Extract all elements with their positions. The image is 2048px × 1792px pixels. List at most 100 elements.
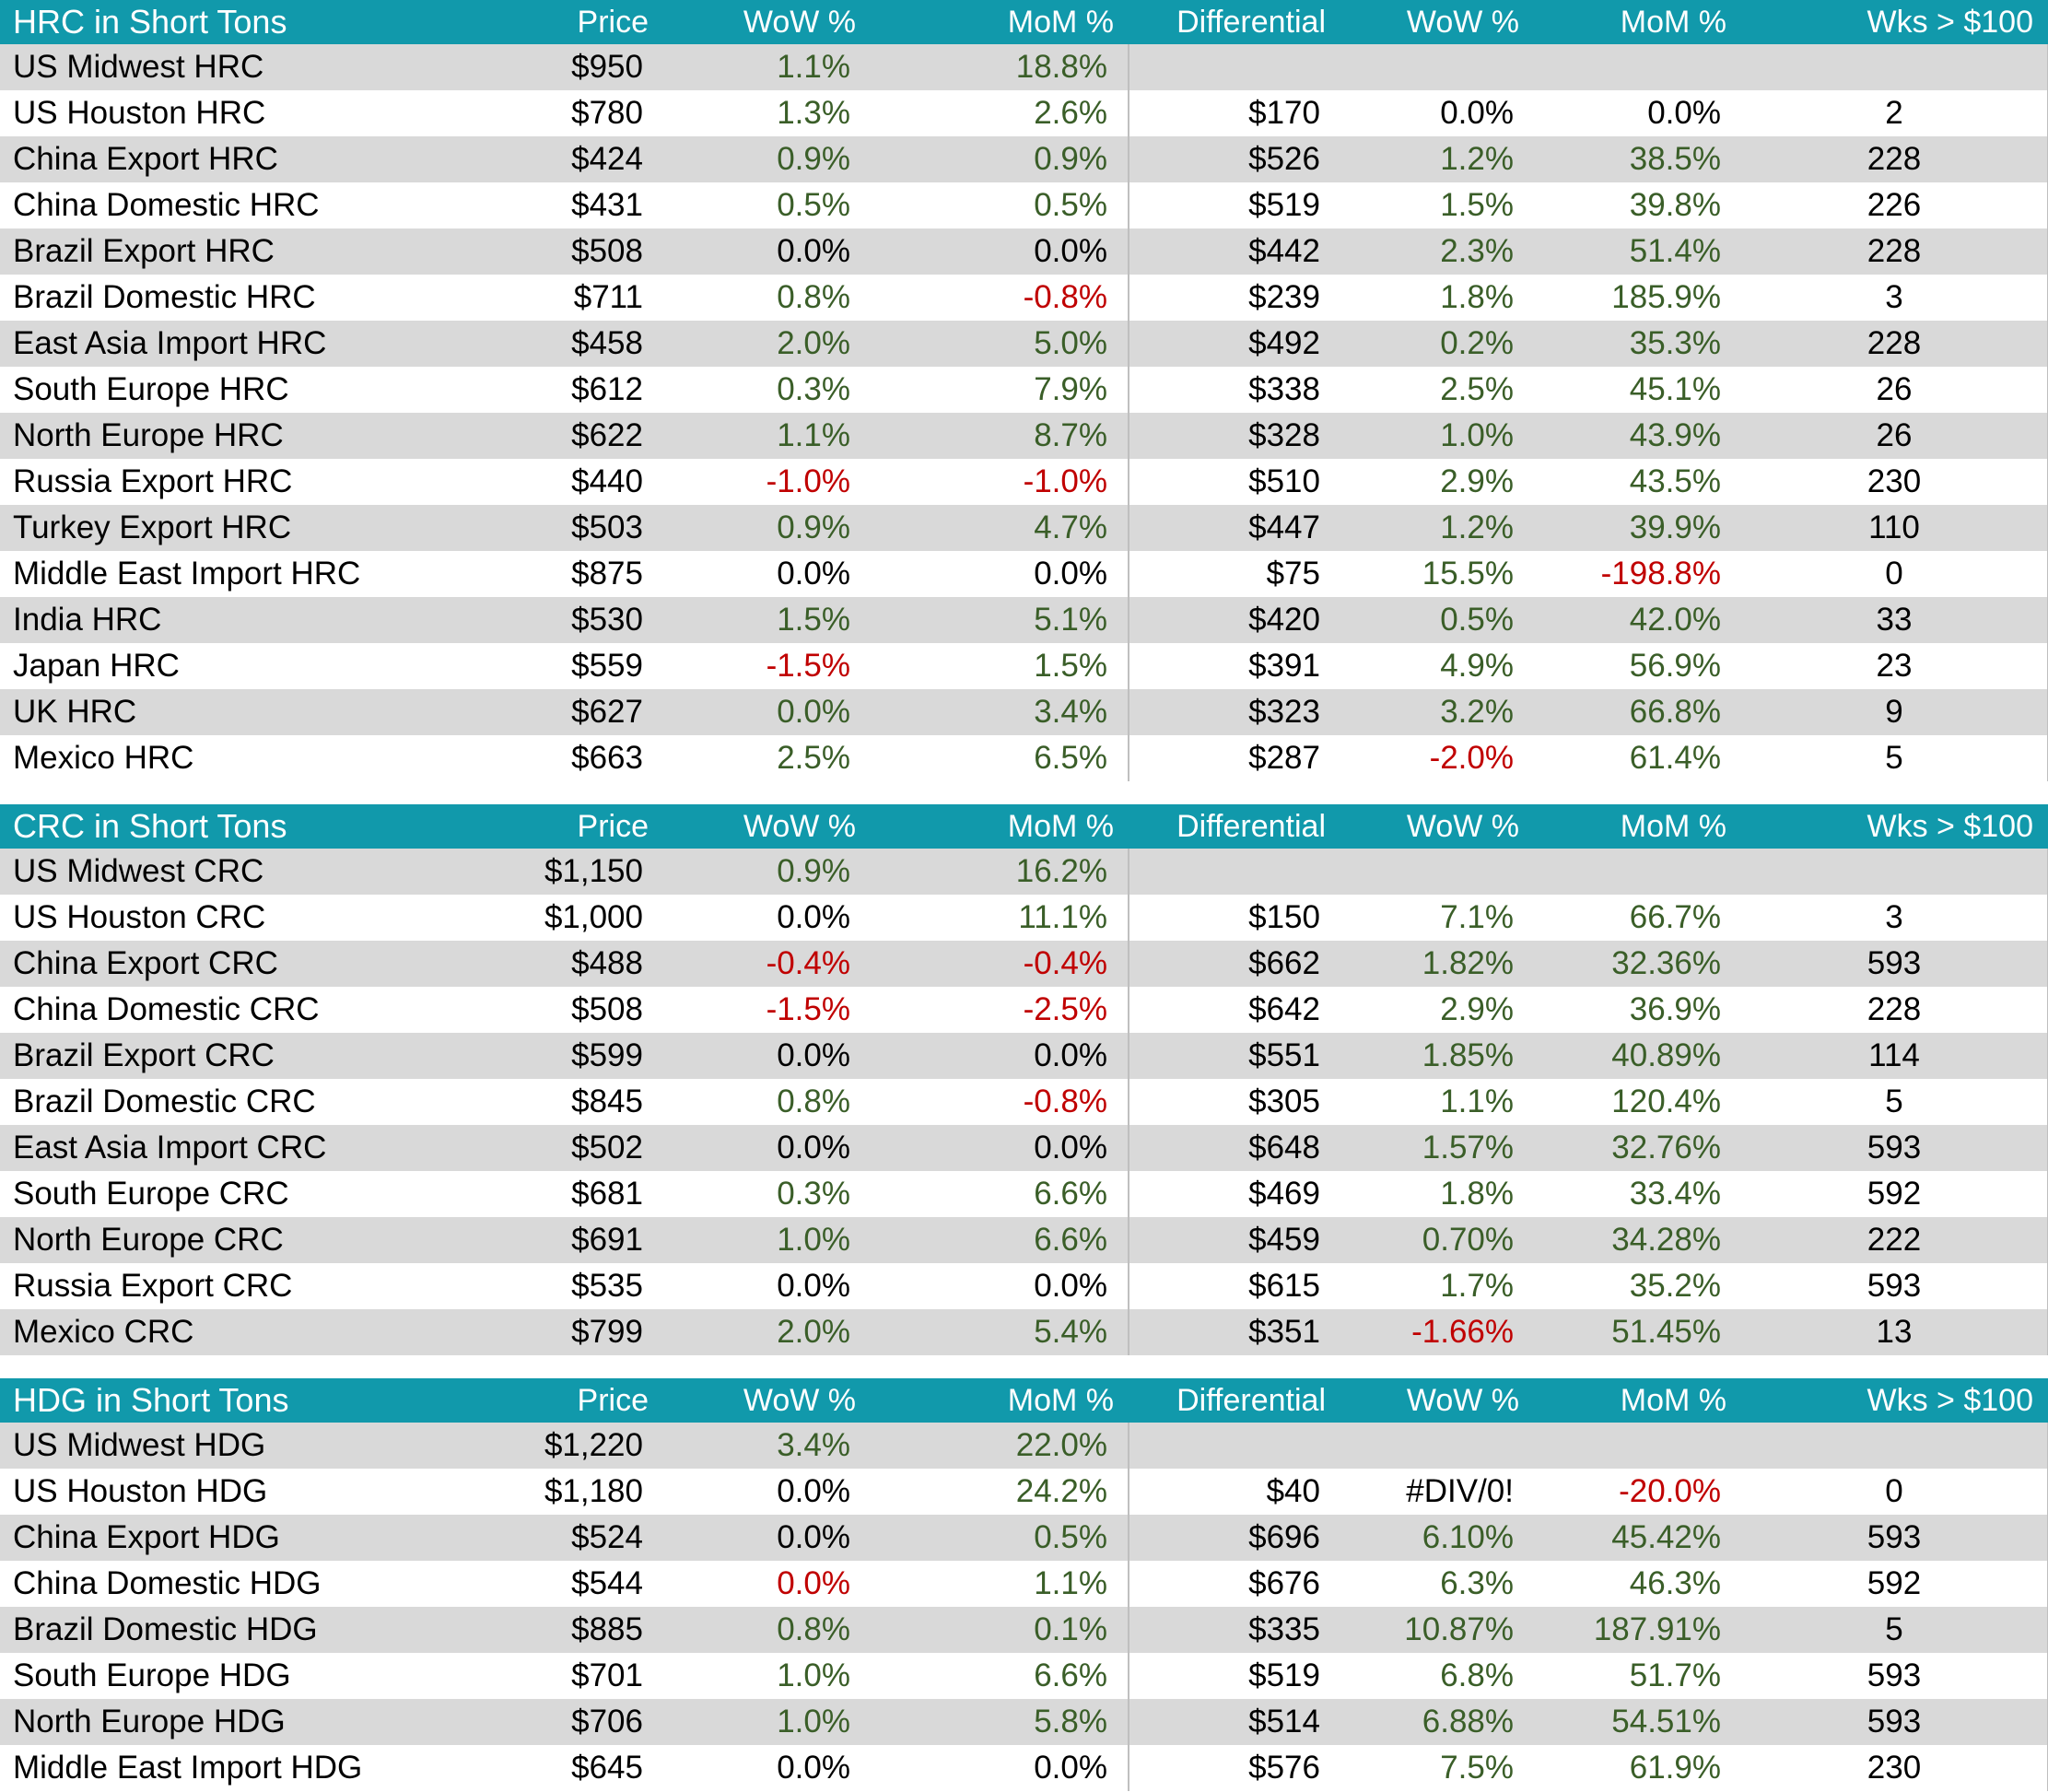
price-cell: $701 <box>516 1653 663 1699</box>
mom-pct-cell: 22.0% <box>871 1423 1129 1469</box>
table-row: China Domestic HRC $431 0.5% 0.5% $519 1.5% 39… <box>0 182 2048 228</box>
mom-pct-cell: 18.8% <box>871 44 1129 90</box>
row-label: Japan HRC <box>0 643 516 689</box>
table-row: Japan HRC $559 -1.5% 1.5% $391 4.9% 56.9% 23 <box>0 643 2048 689</box>
differential-cell: $328 <box>1128 413 1340 459</box>
mom-pct-cell: 0.0% <box>871 551 1129 597</box>
diff-wow-pct-cell: 6.88% <box>1340 1699 1534 1745</box>
table-row: East Asia Import HRC $458 2.0% 5.0% $492 0.2%… <box>0 321 2048 367</box>
differential-cell: $519 <box>1128 182 1340 228</box>
table-row: Middle East Import HRC $875 0.0% 0.0% $75 15.… <box>0 551 2048 597</box>
price-cell: $711 <box>516 275 663 321</box>
diff-wow-pct-cell: 1.8% <box>1340 275 1534 321</box>
row-label: North Europe HDG <box>0 1699 516 1745</box>
diff-mom-pct-cell: 66.7% <box>1534 895 1741 941</box>
weeks-over-100-cell: 593 <box>1741 1699 2048 1745</box>
mom-pct-cell: -2.5% <box>871 987 1129 1033</box>
diff-wow-pct-cell: 2.9% <box>1340 459 1534 505</box>
diff-mom-pct-cell: 51.7% <box>1534 1653 1741 1699</box>
weeks-over-100-cell: 23 <box>1741 643 2048 689</box>
column-header: MoM % <box>1534 0 1741 44</box>
diff-wow-pct-cell: 1.0% <box>1340 413 1534 459</box>
diff-wow-pct-cell <box>1340 849 1534 895</box>
weeks-over-100-cell: 592 <box>1741 1171 2048 1217</box>
table-row: India HRC $530 1.5% 5.1% $420 0.5% 42.0% 33 <box>0 597 2048 643</box>
row-label: China Export HDG <box>0 1515 516 1561</box>
diff-mom-pct-cell: 39.9% <box>1534 505 1741 551</box>
diff-wow-pct-cell <box>1340 1423 1534 1469</box>
price-cell: $431 <box>516 182 663 228</box>
mom-pct-cell: 3.4% <box>871 689 1129 735</box>
wow-pct-cell: 0.8% <box>663 1607 871 1653</box>
wow-pct-cell: 0.0% <box>663 1469 871 1515</box>
diff-wow-pct-cell: 6.3% <box>1340 1561 1534 1607</box>
differential-cell: $420 <box>1128 597 1340 643</box>
mom-pct-cell: 0.5% <box>871 1515 1129 1561</box>
column-header: WoW % <box>1340 0 1534 44</box>
differential-cell: $510 <box>1128 459 1340 505</box>
column-header: Differential <box>1129 0 1340 44</box>
row-label: Turkey Export HRC <box>0 505 516 551</box>
weeks-over-100-cell: 3 <box>1741 895 2048 941</box>
price-cell: $488 <box>516 941 663 987</box>
differential-cell: $391 <box>1128 643 1340 689</box>
diff-wow-pct-cell: 0.70% <box>1340 1217 1534 1263</box>
wow-pct-cell: 0.9% <box>663 136 871 182</box>
price-cell: $544 <box>516 1561 663 1607</box>
weeks-over-100-cell: 228 <box>1741 987 2048 1033</box>
price-cell: $1,150 <box>516 849 663 895</box>
diff-mom-pct-cell: 46.3% <box>1534 1561 1741 1607</box>
column-header: Differential <box>1129 1378 1340 1423</box>
wow-pct-cell: 0.0% <box>663 895 871 941</box>
weeks-over-100-cell: 226 <box>1741 182 2048 228</box>
weeks-over-100-cell: 2 <box>1741 90 2048 136</box>
table-row: Middle East Import HDG $645 0.0% 0.0% $576 7.… <box>0 1745 2048 1791</box>
diff-wow-pct-cell: 1.2% <box>1340 505 1534 551</box>
diff-mom-pct-cell: 35.3% <box>1534 321 1741 367</box>
wow-pct-cell: 0.0% <box>663 1561 871 1607</box>
differential-cell: $40 <box>1128 1469 1340 1515</box>
weeks-over-100-cell: 5 <box>1741 1079 2048 1125</box>
weeks-over-100-cell: 26 <box>1741 413 2048 459</box>
differential-cell: $338 <box>1128 367 1340 413</box>
differential-cell: $519 <box>1128 1653 1340 1699</box>
diff-wow-pct-cell: -2.0% <box>1340 735 1534 781</box>
column-header: MoM % <box>871 0 1129 44</box>
row-label: East Asia Import HRC <box>0 321 516 367</box>
section-gap-spacer <box>0 781 2048 804</box>
diff-wow-pct-cell: -1.66% <box>1340 1309 1534 1355</box>
wow-pct-cell: 0.0% <box>663 1033 871 1079</box>
table-row: US Midwest HRC $950 1.1% 18.8% <box>0 44 2048 90</box>
price-cell: $612 <box>516 367 663 413</box>
row-label: Russia Export CRC <box>0 1263 516 1309</box>
diff-wow-pct-cell: 1.5% <box>1340 182 1534 228</box>
table-row: US Houston CRC $1,000 0.0% 11.1% $150 7.1% 66.… <box>0 895 2048 941</box>
table-row: China Domestic CRC $508 -1.5% -2.5% $642 2.9%… <box>0 987 2048 1033</box>
row-label: US Houston CRC <box>0 895 516 941</box>
wow-pct-cell: -1.5% <box>663 987 871 1033</box>
table-row: North Europe CRC $691 1.0% 6.6% $459 0.70% 34.… <box>0 1217 2048 1263</box>
diff-wow-pct-cell: #DIV/0! <box>1340 1469 1534 1515</box>
section-header-row: HDG in Short Tons Price WoW % MoM % Differen… <box>0 1378 2048 1423</box>
column-header: MoM % <box>1534 804 1741 849</box>
column-header: WoW % <box>1340 1378 1534 1423</box>
table-row: Russia Export HRC $440 -1.0% -1.0% $510 2.9% 4… <box>0 459 2048 505</box>
column-header: Wks > $100 <box>1741 1378 2048 1423</box>
column-header: MoM % <box>1534 1378 1741 1423</box>
price-cell: $681 <box>516 1171 663 1217</box>
section-gap <box>0 781 2048 804</box>
price-cell: $1,180 <box>516 1469 663 1515</box>
row-label: South Europe CRC <box>0 1171 516 1217</box>
diff-wow-pct-cell: 2.9% <box>1340 987 1534 1033</box>
price-cell: $950 <box>516 44 663 90</box>
table-row: North Europe HDG $706 1.0% 5.8% $514 6.88% 54.… <box>0 1699 2048 1745</box>
weeks-over-100-cell: 0 <box>1741 551 2048 597</box>
differential-cell: $615 <box>1128 1263 1340 1309</box>
weeks-over-100-cell: 33 <box>1741 597 2048 643</box>
wow-pct-cell: 0.9% <box>663 505 871 551</box>
diff-mom-pct-cell: 56.9% <box>1534 643 1741 689</box>
table-row: Brazil Export CRC $599 0.0% 0.0% $551 1.85% 40… <box>0 1033 2048 1079</box>
table-row: China Export HRC $424 0.9% 0.9% $526 1.2% 38.5… <box>0 136 2048 182</box>
wow-pct-cell: 2.0% <box>663 321 871 367</box>
